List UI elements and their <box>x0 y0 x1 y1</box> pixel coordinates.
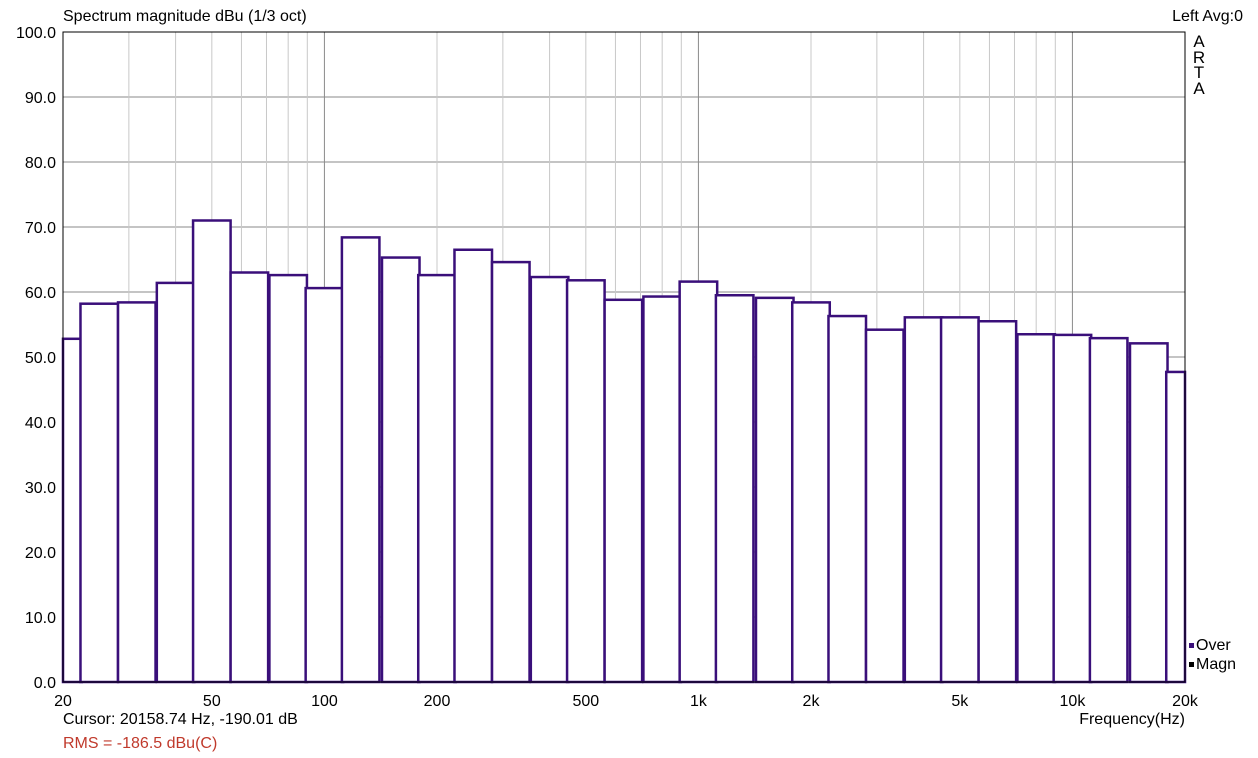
x-tick-label: 500 <box>572 693 599 710</box>
x-tick-label: 100 <box>311 693 338 710</box>
x-tick-label: 5k <box>951 693 969 710</box>
x-tick-label: 10k <box>1060 693 1087 710</box>
legend: Over Magn <box>1189 636 1236 674</box>
bar <box>754 296 795 684</box>
bar <box>116 301 157 684</box>
y-tick-label: 80.0 <box>25 155 56 172</box>
bar <box>678 280 719 684</box>
legend-swatch-icon <box>1189 643 1194 648</box>
y-tick-label: 90.0 <box>25 90 56 107</box>
y-tick-label: 40.0 <box>25 415 56 432</box>
legend-swatch-icon <box>1189 662 1194 667</box>
bar <box>191 219 232 684</box>
arta-logo: A R T A <box>1189 32 1209 98</box>
bar <box>642 295 683 684</box>
bar <box>490 260 531 684</box>
bar <box>827 314 868 684</box>
bar <box>977 320 1018 684</box>
x-axis-label: Frequency(Hz) <box>1079 711 1185 728</box>
arta-letter: A <box>1193 78 1205 98</box>
bar <box>529 275 570 684</box>
bar <box>61 337 84 684</box>
x-tick-label: 20 <box>54 693 72 710</box>
y-tick-label: 20.0 <box>25 545 56 562</box>
bar <box>304 286 345 684</box>
y-tick-label: 10.0 <box>25 610 56 627</box>
bar <box>155 281 196 684</box>
channel-avg-label: Left Avg:0 <box>1172 8 1243 25</box>
cursor-readout: Cursor: 20158.74 Hz, -190.01 dB <box>63 711 298 728</box>
bar <box>1164 370 1187 684</box>
bar <box>1052 333 1093 684</box>
x-tick-label: 200 <box>424 693 451 710</box>
y-tick-label: 30.0 <box>25 480 56 497</box>
legend-label: Over <box>1196 637 1231 654</box>
bar <box>939 316 980 684</box>
y-tick-label: 100.0 <box>16 25 56 42</box>
bar <box>79 302 120 684</box>
x-axis: 20 50 100 200 500 1k 2k 5k 10k 20k <box>54 693 1199 710</box>
bar <box>903 316 944 684</box>
arta-letter: T <box>1193 63 1205 82</box>
chart-title: Spectrum magnitude dBu (1/3 oct) <box>63 8 307 25</box>
y-tick-label: 60.0 <box>25 285 56 302</box>
plot-frame <box>62 31 1186 683</box>
bar <box>565 279 606 684</box>
bar <box>340 236 381 684</box>
legend-item-magn[interactable]: Magn <box>1189 655 1236 674</box>
arta-letter: R <box>1192 47 1206 67</box>
x-tick-label: 1k <box>690 693 708 710</box>
legend-label: Magn <box>1196 656 1237 673</box>
bar <box>864 328 905 684</box>
y-tick-label: 70.0 <box>25 220 56 237</box>
bar <box>1016 333 1057 684</box>
bar <box>268 273 309 684</box>
bars <box>61 219 1187 684</box>
legend-item-over[interactable]: Over <box>1189 636 1236 655</box>
bar <box>380 256 421 684</box>
y-tick-label: 0.0 <box>34 675 56 692</box>
bar <box>1088 336 1129 684</box>
arta-letter: A <box>1193 32 1205 51</box>
rms-readout: RMS = -186.5 dBu(C) <box>63 735 218 752</box>
bar <box>453 248 494 684</box>
bar <box>790 301 832 684</box>
x-tick-label: 2k <box>803 693 821 710</box>
x-tick-label: 50 <box>203 693 221 710</box>
bar <box>416 273 458 684</box>
bar <box>714 294 755 684</box>
y-tick-label: 50.0 <box>25 350 56 367</box>
bar <box>229 271 270 684</box>
y-axis: 0.0 10.0 20.0 30.0 40.0 50.0 60.0 70.0 80.0 90.0 1… <box>16 25 56 692</box>
bar <box>1128 342 1169 684</box>
x-tick-label: 20k <box>1172 693 1199 710</box>
bar <box>603 298 644 684</box>
